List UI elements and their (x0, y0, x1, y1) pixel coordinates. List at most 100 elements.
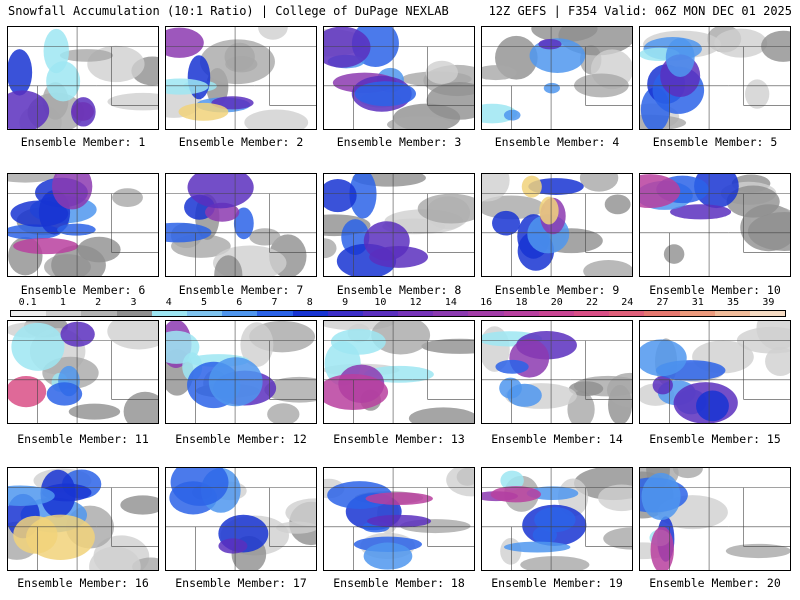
ensemble-member-label: Ensemble Member: 18 (333, 576, 465, 590)
snowfall-map-graphic (324, 468, 474, 570)
ensemble-member-map (481, 467, 633, 571)
snowfall-map-graphic (8, 174, 158, 276)
snowfall-colorbar (10, 310, 786, 317)
light-snow-area (267, 403, 300, 423)
snowfall-area (46, 382, 83, 406)
colorbar-tick-label: 6 (236, 297, 243, 308)
snowfall-map-graphic (640, 174, 790, 276)
colorbar-labels: 0.1 1 2 3 4 5 6 7 8 9 10 12 14 16 18 20 22 24 27 31 35 39 (10, 297, 786, 309)
light-snow-area (604, 194, 631, 215)
snowfall-area (13, 237, 79, 255)
ensemble-member-map (165, 26, 317, 130)
snowfall-area (534, 507, 576, 533)
snowfall-map-graphic (324, 174, 474, 276)
ensemble-member-label: Ensemble Member: 10 (649, 283, 781, 297)
colorbar-segment (46, 311, 82, 316)
light-snow-area (714, 28, 768, 58)
light-snow-area (672, 468, 703, 479)
snowfall-area (324, 27, 371, 68)
light-snow-area (408, 407, 474, 423)
snowfall-map-graphic (166, 27, 316, 129)
light-snow-area (663, 244, 685, 264)
snowfall-area (538, 39, 562, 50)
colorbar-segment (574, 311, 610, 316)
colorbar-segment (362, 311, 399, 316)
light-snow-area (482, 65, 517, 81)
ensemble-member-map (165, 173, 317, 277)
ensemble-member-map (323, 467, 475, 571)
colorbar-tick-label: 22 (585, 297, 599, 308)
light-snow-area (324, 238, 337, 259)
ensemble-member-map (639, 467, 791, 571)
colorbar-tick-label: 31 (691, 297, 704, 308)
colorbar-segment (679, 311, 715, 316)
snowfall-area (170, 468, 229, 506)
snowfall-area (507, 383, 542, 407)
light-snow-area (574, 73, 629, 98)
colorbar-tick-label: 14 (444, 297, 457, 308)
light-snow-area (51, 245, 106, 276)
light-snow-area (761, 30, 790, 62)
snowfall-area (665, 38, 695, 78)
light-snow-area (579, 174, 619, 192)
light-snow-area (606, 372, 632, 408)
colorbar-segment (81, 311, 117, 316)
snowfall-map-graphic (482, 27, 632, 129)
colorbar-segment (222, 311, 258, 316)
snowfall-map-graphic (482, 174, 632, 276)
ensemble-member-label: Ensemble Member: 7 (178, 283, 304, 297)
snowfall-map-graphic (640, 27, 790, 129)
colorbar-tick-label: 0.1 (18, 297, 37, 308)
ensemble-member-label: Ensemble Member: 14 (491, 432, 623, 446)
snowfall-area (495, 359, 529, 374)
snowfall-area (363, 221, 410, 261)
ensemble-member-label: Ensemble Member: 16 (17, 576, 149, 590)
snowfall-map-graphic (166, 321, 316, 423)
colorbar-tick-label: 24 (621, 297, 634, 308)
colorbar-segment (433, 311, 469, 316)
snowfall-area (11, 322, 65, 371)
ensemble-member-map (481, 26, 633, 130)
snowfall-area (539, 196, 559, 225)
light-snow-area (583, 260, 632, 276)
snowfall-area (233, 207, 254, 240)
colorbar-segment (468, 311, 504, 316)
light-snow-area (59, 49, 114, 62)
snowfall-area (187, 174, 254, 209)
light-snow-area (482, 174, 510, 202)
colorbar-segment (292, 311, 328, 316)
ensemble-member-map (639, 173, 791, 277)
light-snow-area (425, 60, 458, 85)
colorbar-segment (609, 311, 645, 316)
light-snow-area (745, 79, 770, 109)
ensemble-member-map (7, 320, 159, 424)
ensemble-member-label: Ensemble Member: 2 (178, 135, 304, 149)
colorbar-tick-label: 10 (374, 297, 387, 308)
ensemble-member-map (481, 173, 633, 277)
ensemble-member-label: Ensemble Member: 8 (336, 283, 462, 297)
snowfall-map-graphic (8, 468, 158, 570)
snowfall-area (504, 541, 571, 553)
snowfall-map-graphic (324, 321, 474, 423)
light-snow-area (112, 188, 143, 207)
snowfall-area (543, 82, 560, 94)
colorbar-segment (11, 311, 47, 316)
colorbar-tick-label: 8 (306, 297, 313, 308)
snowfall-area (71, 97, 96, 127)
snowfall-map-graphic (8, 321, 158, 423)
light-snow-area (426, 82, 474, 120)
snowfall-area (8, 376, 47, 408)
ensemble-member-map (165, 320, 317, 424)
ensemble-member-label: Ensemble Member: 20 (649, 576, 781, 590)
ensemble-member-label: Ensemble Member: 3 (336, 135, 462, 149)
snowfall-area (363, 542, 413, 570)
colorbar-segment (257, 311, 293, 316)
ensemble-member-map (7, 26, 159, 130)
snowfall-map-graphic (166, 468, 316, 570)
snowfall-area (57, 223, 96, 236)
snowfall-map-graphic (166, 174, 316, 276)
colorbar-segment (116, 311, 152, 316)
snowfall-area (349, 174, 377, 219)
colorbar-tick-label: 9 (342, 297, 349, 308)
light-snow-area (244, 109, 309, 129)
